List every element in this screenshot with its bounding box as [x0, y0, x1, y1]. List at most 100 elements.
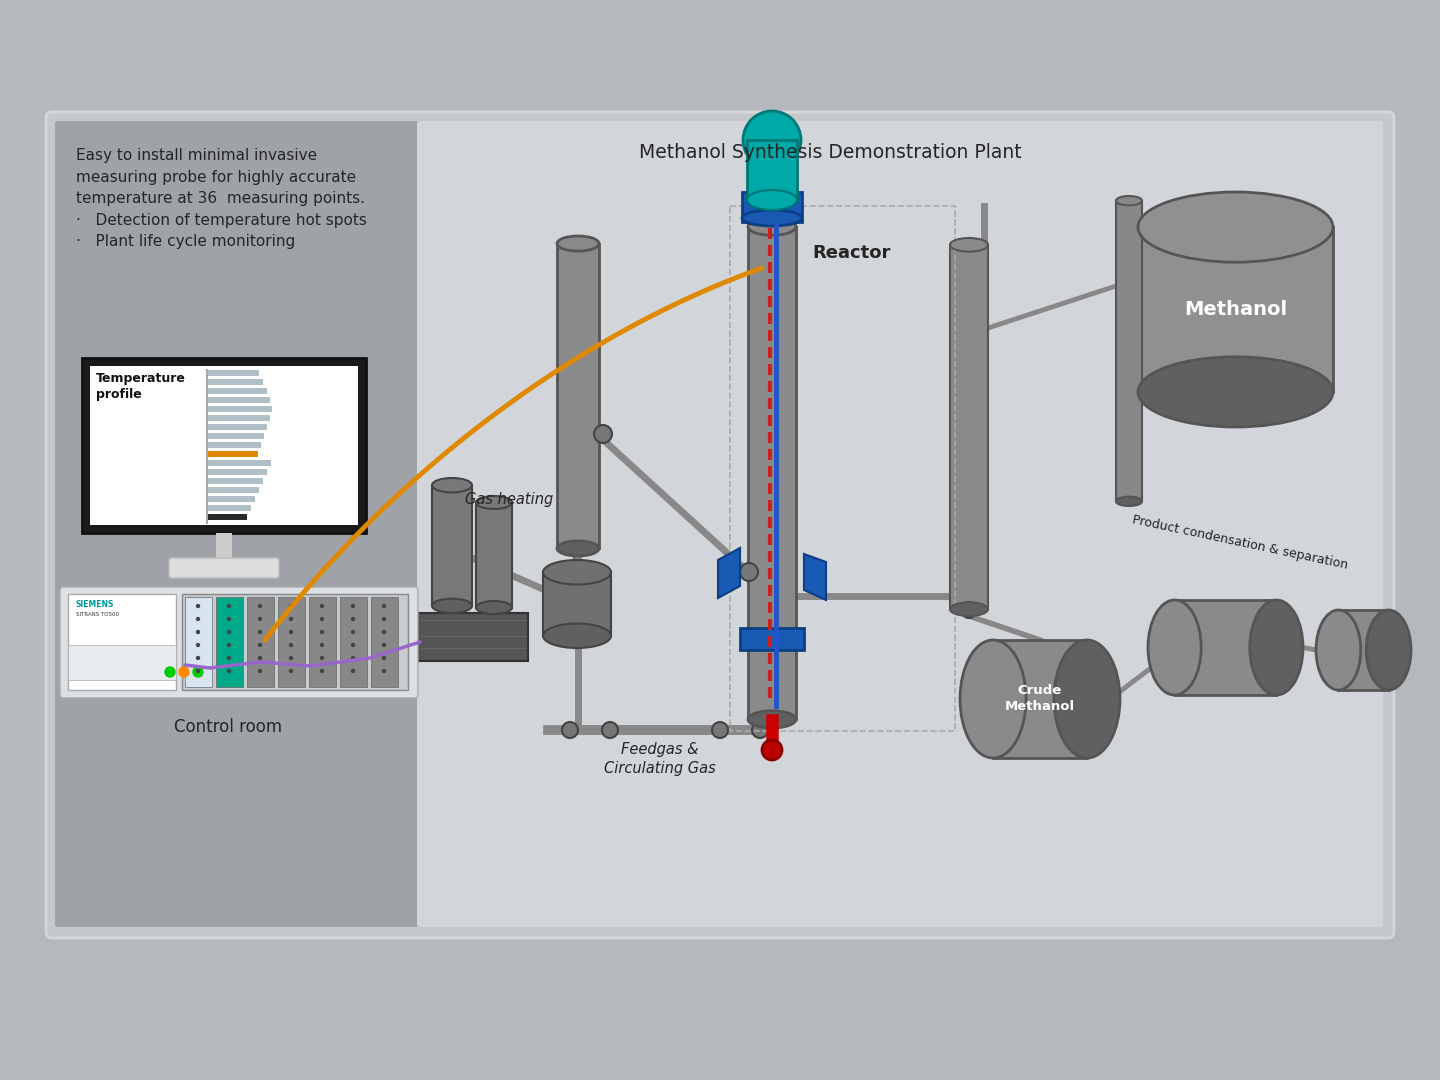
Ellipse shape: [543, 561, 611, 584]
Circle shape: [383, 644, 386, 647]
Circle shape: [740, 563, 757, 581]
Circle shape: [228, 670, 230, 673]
Ellipse shape: [747, 190, 796, 210]
Circle shape: [196, 670, 200, 673]
Circle shape: [166, 667, 176, 677]
Bar: [207, 442, 261, 448]
Text: Easy to install minimal invasive
measuring probe for highly accurate
temperature: Easy to install minimal invasive measuri…: [76, 148, 367, 249]
Circle shape: [196, 657, 200, 660]
Bar: [994, 640, 1087, 758]
Circle shape: [383, 631, 386, 634]
Ellipse shape: [1148, 600, 1201, 696]
Text: Product condensation & separation: Product condensation & separation: [1130, 513, 1349, 572]
Bar: [747, 227, 796, 719]
Circle shape: [321, 605, 324, 607]
Circle shape: [179, 667, 189, 677]
Ellipse shape: [1116, 195, 1142, 205]
Circle shape: [602, 723, 618, 738]
Bar: [1175, 600, 1276, 696]
Bar: [68, 645, 176, 680]
FancyBboxPatch shape: [46, 112, 1394, 939]
Ellipse shape: [1316, 610, 1361, 690]
Circle shape: [289, 644, 292, 647]
Bar: [184, 597, 212, 687]
Ellipse shape: [743, 111, 801, 168]
Bar: [207, 433, 264, 438]
Circle shape: [383, 618, 386, 621]
Circle shape: [321, 644, 324, 647]
Circle shape: [259, 618, 262, 621]
Circle shape: [711, 723, 729, 738]
Ellipse shape: [1054, 640, 1120, 758]
Bar: [372, 597, 397, 687]
Bar: [543, 572, 611, 636]
Circle shape: [196, 618, 200, 621]
Circle shape: [351, 618, 354, 621]
Bar: [207, 370, 259, 376]
Circle shape: [383, 670, 386, 673]
Ellipse shape: [950, 238, 988, 252]
Circle shape: [259, 631, 262, 634]
Text: Temperature
profile: Temperature profile: [96, 372, 186, 401]
Text: Gas heating: Gas heating: [465, 492, 553, 507]
FancyBboxPatch shape: [55, 121, 419, 927]
Circle shape: [289, 631, 292, 634]
Bar: [207, 451, 258, 457]
Circle shape: [762, 740, 782, 760]
Ellipse shape: [1116, 497, 1142, 507]
Circle shape: [321, 670, 324, 673]
Bar: [207, 406, 272, 411]
Bar: [340, 597, 367, 687]
Ellipse shape: [960, 640, 1027, 758]
Bar: [207, 415, 271, 421]
Circle shape: [259, 644, 262, 647]
Bar: [216, 597, 243, 687]
Bar: [207, 496, 255, 502]
Circle shape: [259, 670, 262, 673]
Bar: [207, 514, 248, 519]
Ellipse shape: [1138, 192, 1333, 262]
Circle shape: [351, 657, 354, 660]
Circle shape: [595, 426, 612, 443]
Ellipse shape: [477, 496, 513, 509]
Ellipse shape: [950, 603, 988, 616]
Bar: [1338, 610, 1388, 690]
Text: Crude
Methanol: Crude Methanol: [1005, 685, 1076, 714]
Circle shape: [289, 657, 292, 660]
Circle shape: [259, 657, 262, 660]
Circle shape: [960, 602, 976, 618]
Bar: [68, 594, 176, 690]
Ellipse shape: [477, 602, 513, 615]
Text: Feedgas &
Circulating Gas: Feedgas & Circulating Gas: [605, 742, 716, 775]
Bar: [207, 379, 264, 384]
Ellipse shape: [1250, 600, 1303, 696]
Circle shape: [196, 644, 200, 647]
Text: SITRANS TO500: SITRANS TO500: [76, 612, 120, 617]
Text: Control room: Control room: [174, 718, 282, 735]
Circle shape: [228, 631, 230, 634]
FancyBboxPatch shape: [168, 558, 279, 578]
Circle shape: [289, 670, 292, 673]
Ellipse shape: [747, 711, 796, 728]
Circle shape: [321, 657, 324, 660]
Bar: [278, 597, 305, 687]
Bar: [1138, 227, 1333, 392]
Circle shape: [351, 605, 354, 607]
Bar: [207, 469, 266, 475]
Ellipse shape: [1367, 610, 1411, 690]
Text: Methanol: Methanol: [1184, 300, 1287, 319]
Bar: [207, 397, 271, 403]
Circle shape: [351, 644, 354, 647]
Bar: [181, 594, 408, 690]
Circle shape: [351, 670, 354, 673]
Bar: [207, 487, 259, 492]
Bar: [742, 192, 802, 222]
Text: Reactor: Reactor: [812, 244, 890, 262]
Circle shape: [562, 723, 577, 738]
Ellipse shape: [557, 237, 599, 252]
Bar: [207, 505, 251, 511]
FancyBboxPatch shape: [418, 121, 1382, 927]
Ellipse shape: [432, 598, 472, 613]
Circle shape: [321, 618, 324, 621]
Circle shape: [196, 631, 200, 634]
